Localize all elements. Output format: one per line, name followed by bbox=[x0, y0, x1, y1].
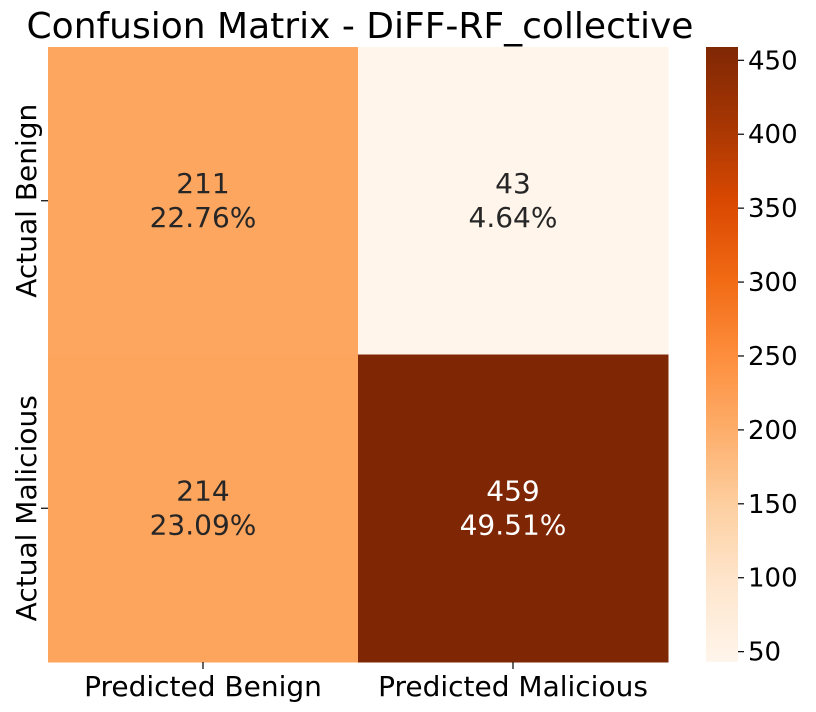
heatmap-cell bbox=[48, 47, 359, 355]
cell-percent-label: 49.51% bbox=[460, 508, 567, 541]
y-axis: Actual Benign Actual Malicious bbox=[10, 104, 48, 621]
cell-percent-label: 22.76% bbox=[150, 201, 257, 234]
chart-title: Confusion Matrix - DiFF-RF_collective bbox=[27, 6, 694, 47]
heatmap-cell bbox=[358, 354, 669, 663]
cell-count-label: 214 bbox=[176, 474, 229, 507]
colorbar-tick-label: 100 bbox=[748, 564, 798, 594]
heatmap-cells bbox=[48, 47, 669, 663]
heatmap-cell bbox=[358, 47, 669, 355]
colorbar bbox=[706, 47, 738, 662]
colorbar-tick-label: 450 bbox=[748, 46, 798, 76]
cell-count-label: 459 bbox=[486, 474, 539, 507]
cell-percent-label: 23.09% bbox=[150, 508, 257, 541]
x-axis: Predicted Benign Predicted Malicious bbox=[84, 662, 648, 703]
colorbar-tick-label: 300 bbox=[748, 268, 798, 298]
colorbar-tick-label: 50 bbox=[748, 638, 781, 668]
colorbar-tick-label: 150 bbox=[748, 490, 798, 520]
cell-count-label: 43 bbox=[495, 167, 531, 200]
colorbar-tick-label: 200 bbox=[748, 416, 798, 446]
colorbar-tick-label: 400 bbox=[748, 120, 798, 150]
y-tick-label: Actual Malicious bbox=[10, 395, 43, 621]
cell-percent-label: 4.64% bbox=[469, 201, 558, 234]
colorbar-axis: 50 100 150 200 250 300 350 400 450 bbox=[738, 46, 798, 668]
x-tick-label: Predicted Benign bbox=[84, 670, 322, 703]
colorbar-tick-label: 350 bbox=[748, 194, 798, 224]
y-tick-label: Actual Benign bbox=[10, 104, 43, 298]
cell-count-label: 211 bbox=[176, 167, 229, 200]
x-tick-label: Predicted Malicious bbox=[378, 670, 648, 703]
heatmap-cell bbox=[48, 354, 359, 663]
colorbar-tick-label: 250 bbox=[748, 342, 798, 372]
